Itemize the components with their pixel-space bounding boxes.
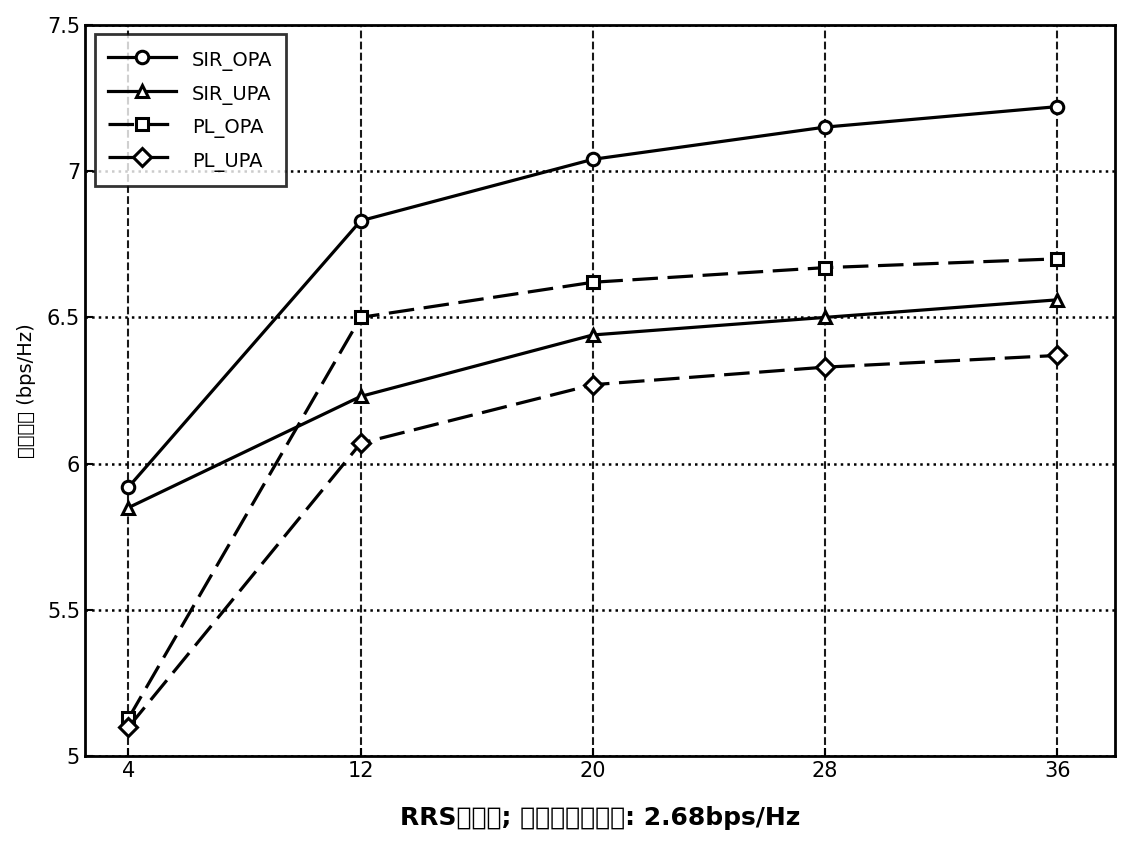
SIR_OPA	[818, 122, 832, 132]
Legend: SIR_OPA, SIR_UPA, PL_OPA, PL_UPA: SIR_OPA, SIR_UPA, PL_OPA, PL_UPA	[95, 35, 286, 185]
PL_OPA	[1050, 254, 1064, 264]
SIR_UPA	[818, 313, 832, 323]
SIR_UPA	[1050, 295, 1064, 305]
PL_UPA	[818, 362, 832, 372]
PL_OPA	[818, 263, 832, 273]
PL_UPA	[121, 722, 135, 733]
SIR_UPA	[586, 329, 600, 340]
SIR_OPA	[354, 216, 368, 226]
X-axis label: RRS的数量; 直接传输的容量: 2.68bps/Hz: RRS的数量; 直接传输的容量: 2.68bps/Hz	[400, 806, 800, 830]
PL_UPA	[354, 438, 368, 448]
SIR_UPA	[354, 391, 368, 401]
PL_UPA	[1050, 351, 1064, 361]
SIR_UPA	[121, 502, 135, 512]
Line: SIR_OPA: SIR_OPA	[122, 101, 1064, 494]
PL_OPA	[121, 713, 135, 723]
SIR_OPA	[121, 482, 135, 492]
SIR_OPA	[1050, 102, 1064, 112]
SIR_OPA	[586, 154, 600, 164]
Line: PL_OPA: PL_OPA	[122, 252, 1064, 725]
PL_OPA	[586, 277, 600, 287]
Line: SIR_UPA: SIR_UPA	[122, 294, 1064, 514]
Y-axis label: 平均容量 (bps/Hz): 平均容量 (bps/Hz)	[17, 324, 36, 458]
PL_UPA	[586, 379, 600, 390]
PL_OPA	[354, 313, 368, 323]
Line: PL_UPA: PL_UPA	[122, 349, 1064, 734]
